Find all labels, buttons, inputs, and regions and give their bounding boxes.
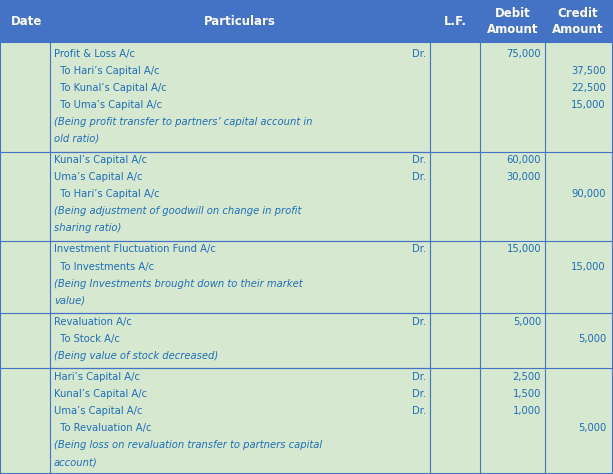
Text: L.F.: L.F. (443, 15, 466, 27)
Text: Dr.: Dr. (412, 317, 426, 327)
Text: sharing ratio): sharing ratio) (54, 223, 121, 233)
Text: 90,000: 90,000 (571, 189, 606, 199)
Text: Uma’s Capital A/c: Uma’s Capital A/c (54, 406, 142, 416)
Text: old ratio): old ratio) (54, 134, 99, 144)
Bar (0, 0, 613, 42)
Text: (Being profit transfer to partners’ capital account in: (Being profit transfer to partners’ capi… (54, 117, 313, 127)
Text: To Kunal’s Capital A/c: To Kunal’s Capital A/c (54, 82, 167, 93)
Text: To Hari’s Capital A/c: To Hari’s Capital A/c (54, 189, 159, 199)
Text: Dr.: Dr. (412, 245, 426, 255)
Text: Profit & Loss A/c: Profit & Loss A/c (54, 48, 135, 59)
Text: Dr.: Dr. (412, 155, 426, 165)
Text: 2,500: 2,500 (512, 372, 541, 382)
Text: 1,000: 1,000 (512, 406, 541, 416)
Text: 5,000: 5,000 (512, 317, 541, 327)
Text: 15,000: 15,000 (571, 100, 606, 110)
Text: Revaluation A/c: Revaluation A/c (54, 317, 132, 327)
Text: Dr.: Dr. (412, 172, 426, 182)
Text: Dr.: Dr. (412, 372, 426, 382)
Text: value): value) (54, 296, 85, 306)
Text: (Being loss on revaluation transfer to partners capital: (Being loss on revaluation transfer to p… (54, 440, 322, 450)
Text: Hari’s Capital A/c: Hari’s Capital A/c (54, 372, 140, 382)
Text: Kunal’s Capital A/c: Kunal’s Capital A/c (54, 389, 147, 399)
Text: Kunal’s Capital A/c: Kunal’s Capital A/c (54, 155, 147, 165)
Text: 37,500: 37,500 (571, 65, 606, 76)
Text: 22,500: 22,500 (571, 82, 606, 93)
Text: To Uma’s Capital A/c: To Uma’s Capital A/c (54, 100, 162, 110)
Text: Investment Fluctuation Fund A/c: Investment Fluctuation Fund A/c (54, 245, 216, 255)
Text: (Being adjustment of goodwill on change in profit: (Being adjustment of goodwill on change … (54, 206, 302, 216)
Text: 15,000: 15,000 (571, 262, 606, 272)
Text: 5,000: 5,000 (577, 334, 606, 344)
Text: Particulars: Particulars (204, 15, 276, 27)
Text: Uma’s Capital A/c: Uma’s Capital A/c (54, 172, 142, 182)
Text: (Being Investments brought down to their market: (Being Investments brought down to their… (54, 279, 303, 289)
Text: Dr.: Dr. (412, 406, 426, 416)
Text: 1,500: 1,500 (512, 389, 541, 399)
Text: account): account) (54, 457, 97, 467)
Text: To Revaluation A/c: To Revaluation A/c (54, 423, 151, 433)
Text: Debit
Amount: Debit Amount (487, 7, 538, 36)
Text: Credit
Amount: Credit Amount (552, 7, 603, 36)
Text: 5,000: 5,000 (577, 423, 606, 433)
Text: To Investments A/c: To Investments A/c (54, 262, 154, 272)
Text: To Stock A/c: To Stock A/c (54, 334, 120, 344)
Text: Dr.: Dr. (412, 48, 426, 59)
Text: 60,000: 60,000 (506, 155, 541, 165)
Text: (Being value of stock decreased): (Being value of stock decreased) (54, 351, 218, 361)
Text: 15,000: 15,000 (506, 245, 541, 255)
Text: Dr.: Dr. (412, 389, 426, 399)
Text: 30,000: 30,000 (506, 172, 541, 182)
Text: Date: Date (11, 15, 42, 27)
Text: 75,000: 75,000 (506, 48, 541, 59)
Text: To Hari’s Capital A/c: To Hari’s Capital A/c (54, 65, 159, 76)
